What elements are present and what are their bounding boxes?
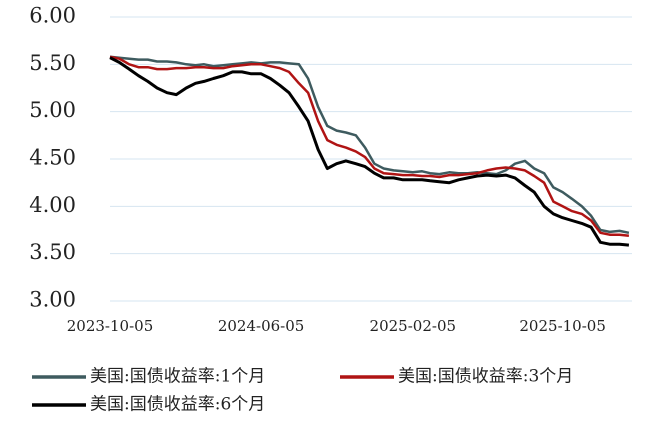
y-tick-label: 5.00 bbox=[29, 98, 76, 122]
x-tick-label: 2025-10-05 bbox=[519, 317, 605, 335]
legend-label: 美国:国债收益率:3个月 bbox=[398, 367, 573, 387]
y-tick-label: 4.00 bbox=[29, 193, 76, 217]
y-tick-label: 3.50 bbox=[29, 240, 76, 264]
line-series bbox=[109, 55, 630, 235]
y-tick-label: 5.50 bbox=[29, 51, 76, 75]
y-tick-label: 3.00 bbox=[29, 288, 76, 312]
line-series bbox=[109, 55, 630, 237]
x-tick-label: 2024-06-05 bbox=[218, 317, 304, 335]
x-tick-label: 2023-10-05 bbox=[67, 317, 153, 335]
legend-label: 美国:国债收益率:1个月 bbox=[90, 367, 265, 387]
legend-label: 美国:国债收益率:6个月 bbox=[90, 395, 265, 415]
x-tick-label: 2025-02-05 bbox=[370, 317, 456, 335]
line-series bbox=[109, 56, 630, 247]
y-tick-label: 4.50 bbox=[29, 146, 76, 170]
y-tick-label: 6.00 bbox=[29, 4, 76, 28]
